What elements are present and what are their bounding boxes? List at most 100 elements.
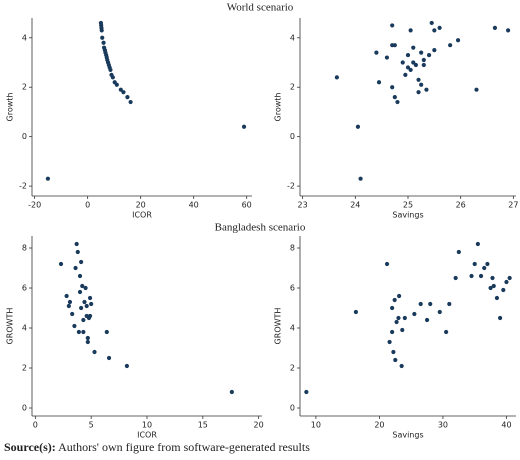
point [453, 275, 458, 281]
x-axis-label: Savings [392, 431, 423, 440]
point [85, 335, 90, 341]
y-tick-label: -2 [287, 182, 295, 191]
y-tick-label: 2 [22, 364, 27, 373]
x-tick-label: 30 [438, 421, 448, 430]
point [86, 315, 92, 321]
point [490, 275, 495, 281]
x-tick-label: 20 [254, 421, 264, 430]
point [76, 329, 81, 335]
point [85, 339, 90, 345]
point [472, 261, 477, 267]
y-axis-label: GROWTH [274, 308, 283, 345]
heading: World scenario [227, 2, 294, 14]
x-tick-label: 24 [350, 201, 360, 210]
y-tick-label: 4 [22, 33, 27, 42]
point [437, 309, 442, 315]
x-tick-label: 20 [136, 201, 146, 210]
point [507, 275, 512, 281]
point [444, 329, 449, 335]
point [419, 82, 424, 87]
point [392, 43, 397, 48]
point [447, 301, 452, 307]
point [421, 57, 426, 63]
y-tick-label: 0 [22, 132, 27, 141]
point [110, 75, 115, 80]
point [79, 259, 84, 265]
y-tick-label: 0 [290, 404, 295, 413]
point [355, 124, 361, 129]
point [358, 176, 363, 181]
point [492, 25, 498, 30]
point [448, 43, 453, 48]
x-tick-label: 0 [85, 201, 90, 210]
point [124, 363, 130, 369]
point [80, 283, 85, 289]
x-tick-label: 20 [374, 421, 384, 430]
point [403, 72, 408, 77]
point [392, 297, 397, 303]
point [72, 323, 77, 329]
point [77, 289, 83, 295]
point [478, 273, 484, 279]
point [488, 285, 493, 291]
point [416, 77, 421, 82]
point [421, 62, 426, 68]
point [418, 301, 423, 307]
y-tick-label: 0 [290, 132, 295, 141]
x-tick-label: 15 [198, 421, 208, 430]
x-tick-label: 40 [501, 421, 511, 430]
point [73, 265, 78, 271]
y-axis-label: Growth [6, 93, 15, 122]
point [66, 303, 71, 309]
point [411, 45, 416, 50]
point [505, 28, 511, 33]
point [485, 261, 490, 267]
x-axis-label: ICOR [132, 211, 152, 220]
point [498, 315, 503, 321]
point [394, 319, 399, 325]
y-tick-label: 4 [22, 324, 27, 333]
source-text: Authors' own figure from software-genera… [58, 440, 310, 454]
point [304, 389, 309, 395]
point [400, 327, 405, 333]
point [114, 82, 119, 87]
y-tick-label: 2 [290, 83, 295, 92]
y-tick-label: 6 [22, 284, 27, 293]
point [455, 38, 461, 43]
x-tick-label: 23 [298, 201, 308, 210]
y-axis-label: GROWTH [6, 308, 15, 345]
point [390, 85, 395, 90]
point [405, 65, 411, 70]
point [334, 75, 339, 80]
point [419, 50, 424, 55]
point [87, 295, 93, 301]
point [424, 317, 430, 323]
point [118, 87, 123, 92]
x-tick-label: 10 [311, 421, 321, 430]
x-tick-label: 60 [242, 201, 252, 210]
point [475, 241, 480, 247]
point [416, 90, 421, 95]
point [392, 95, 397, 100]
heading: Bangladesh scenario [215, 222, 306, 234]
point [494, 295, 500, 301]
point [402, 315, 407, 321]
point [229, 389, 234, 395]
point [399, 363, 404, 369]
point [353, 309, 359, 315]
point [400, 60, 405, 65]
point [396, 315, 401, 321]
x-axis-label: Savings [392, 211, 423, 220]
point [504, 279, 509, 285]
point [391, 349, 396, 355]
y-tick-label: 4 [290, 33, 295, 42]
point [84, 303, 89, 309]
point [99, 28, 104, 33]
point [390, 305, 395, 311]
point [456, 249, 461, 255]
point [74, 241, 79, 247]
point [241, 124, 247, 129]
point [79, 305, 84, 311]
point [121, 90, 126, 95]
point [397, 293, 402, 299]
